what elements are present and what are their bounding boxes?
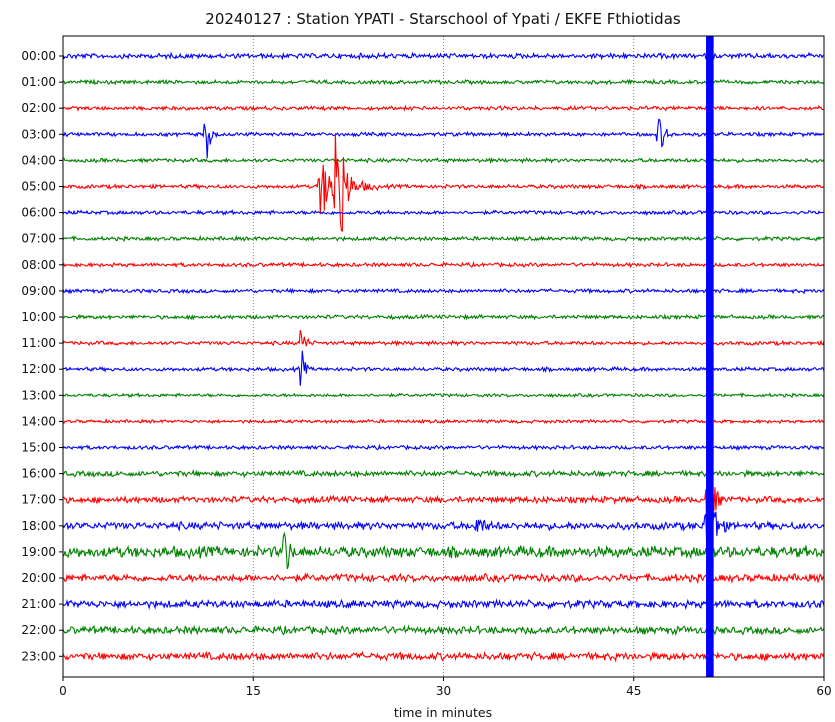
trace-line [62, 572, 825, 585]
trace-line [62, 392, 825, 399]
grid-lines [252, 36, 635, 677]
trace-line [62, 418, 825, 425]
y-tick-label: 10:00 [21, 310, 56, 324]
x-tick-labels: 0 15 30 45 60 [59, 677, 832, 698]
trace-line [62, 118, 825, 159]
trace-line [62, 234, 824, 243]
x-tick-label: 30 [436, 684, 451, 698]
trace-line [62, 329, 825, 347]
trace-line [62, 156, 825, 165]
x-tick-label: 60 [816, 684, 831, 698]
trace-line [62, 260, 825, 269]
y-tick-label: 15:00 [21, 441, 56, 455]
plot-frame [62, 35, 825, 678]
trace-line [62, 650, 825, 663]
trace-line [62, 485, 825, 539]
y-tick-label: 22:00 [21, 623, 56, 637]
y-tick-label: 02:00 [21, 101, 56, 115]
y-tick-label: 08:00 [21, 258, 56, 272]
trace-group [62, 36, 825, 677]
y-tick-label: 00:00 [21, 49, 56, 63]
trace-line [62, 624, 825, 636]
x-tick-label: 0 [59, 684, 67, 698]
trace-line [62, 504, 825, 560]
y-tick-label: 07:00 [21, 232, 56, 246]
trace-line [62, 51, 825, 61]
y-tick-label: 14:00 [21, 414, 56, 428]
y-tick-label: 16:00 [21, 467, 56, 481]
trace-line [62, 531, 825, 570]
trace-line [62, 104, 825, 112]
y-tick-label: 20:00 [21, 571, 56, 585]
y-tick-label: 05:00 [21, 180, 56, 194]
y-tick-label: 18:00 [21, 519, 56, 533]
y-tick-label: 09:00 [21, 284, 56, 298]
trace-line [62, 78, 825, 86]
y-tick-label: 13:00 [21, 388, 56, 402]
y-tick-label: 12:00 [21, 362, 56, 376]
y-tick-label: 21:00 [21, 597, 56, 611]
y-tick-label: 23:00 [21, 649, 56, 663]
y-tick-label: 06:00 [21, 206, 56, 220]
y-tick-label: 04:00 [21, 153, 56, 167]
y-tick-label: 17:00 [21, 493, 56, 507]
trace-line [62, 598, 825, 611]
y-tick-labels: 00:00 01:00 02:00 03:00 04:00 05:00 06:00 07:00… [21, 49, 63, 663]
trace-line [62, 209, 825, 216]
chart-title: 20240127 : Station YPATI - Starschool of… [205, 10, 681, 28]
saturated-band [706, 36, 714, 677]
trace-line [62, 443, 825, 452]
y-tick-label: 01:00 [21, 75, 56, 89]
trace-line [62, 313, 825, 321]
y-tick-label: 03:00 [21, 127, 56, 141]
x-tick-label: 45 [626, 684, 641, 698]
y-tick-label: 11:00 [21, 336, 56, 350]
trace-line [62, 350, 825, 386]
trace-line [62, 287, 825, 295]
x-tick-label: 15 [246, 684, 261, 698]
trace-line [62, 132, 825, 232]
x-axis-label: time in minutes [394, 705, 492, 720]
y-tick-label: 19:00 [21, 545, 56, 559]
trace-line [62, 468, 825, 479]
